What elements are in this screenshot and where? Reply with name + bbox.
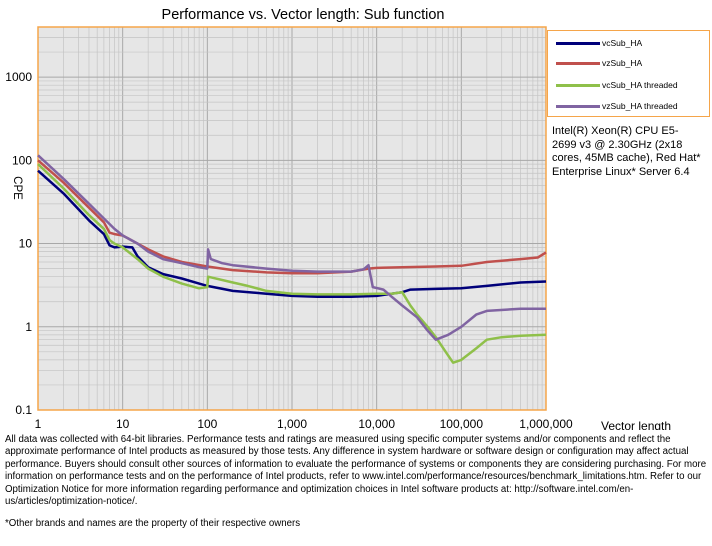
performance-chart: 1 10 100 1,000 10,000 100,000 1,000,000 0.1110… [5, 7, 671, 430]
x-tick-label: 100 [197, 417, 217, 430]
trademark-notice: *Other brands and names are the property… [5, 518, 301, 529]
y-axis-label: CPE [11, 176, 23, 200]
x-tick-label: 100,000 [440, 417, 484, 430]
y-tick-label: 0.1 [15, 403, 32, 417]
x-tick-label: 10,000 [358, 417, 395, 430]
system-config-note: Intel(R) Xeon(R) CPU E5-2699 v3 @ 2.30GH… [552, 125, 701, 178]
series-line-vzsub-ha-threaded [37, 154, 546, 341]
performance-disclaimer: All data was collected with 64-bit libra… [5, 434, 707, 508]
legend-label: vcSub_HA [602, 38, 643, 48]
y-tick-label: 100 [12, 153, 32, 167]
y-tick-labels: 0.1 1 10 100 1000 [5, 70, 32, 417]
legend-label: vzSub_HA [602, 58, 643, 68]
x-tick-label: 1,000,000 [519, 417, 573, 430]
series-line-vcsub-ha-threaded [37, 163, 547, 364]
legend-item-vzsub-ha-threaded: vzSub_HA threaded [556, 99, 678, 113]
x-tick-label: 1,000 [277, 417, 307, 430]
legend-item-vzsub-ha: vzSub_HA [556, 56, 642, 70]
legend-swatch [556, 61, 600, 65]
legend-label: vzSub_HA threaded [602, 101, 678, 111]
legend-item-vcsub-ha: vcSub_HA [556, 36, 642, 50]
x-tick-label: 1 [35, 417, 42, 430]
legend-swatch [556, 104, 600, 108]
series-layer [37, 154, 547, 364]
legend-item-vcsub-ha-threaded: vcSub_HA threaded [556, 78, 678, 92]
legend-swatch [556, 41, 600, 45]
x-tick-label: 10 [116, 417, 130, 430]
chart-title: Performance vs. Vector length: Sub funct… [162, 7, 445, 23]
legend: vcSub_HA vzSub_HA vcSub_HA threaded vzSu… [547, 30, 710, 117]
y-tick-label: 1 [25, 320, 32, 334]
x-axis-label: Vector length [601, 419, 671, 430]
legend-swatch [556, 83, 600, 87]
y-tick-label: 10 [19, 237, 33, 251]
y-tick-label: 1000 [5, 70, 32, 84]
grid-lines [37, 26, 546, 411]
legend-label: vcSub_HA threaded [602, 80, 678, 90]
series-line-vzsub-ha [37, 159, 547, 275]
x-tick-labels: 1 10 100 1,000 10,000 100,000 1,000,000 [35, 417, 573, 430]
plot-border [37, 26, 547, 411]
